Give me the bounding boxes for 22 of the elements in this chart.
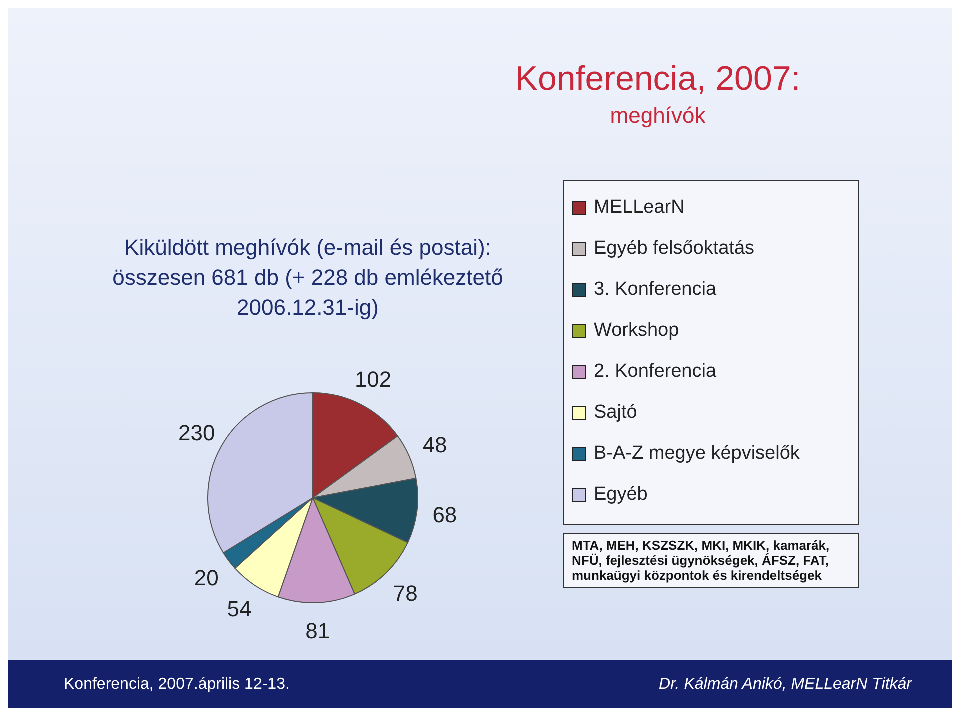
data-label: 48: [422, 432, 448, 458]
text: Dr. Kálmán Anikó, MELLearN Titkár: [659, 676, 912, 694]
legend-label: Egyéb felsőoktatás: [594, 238, 755, 260]
text: MTA, MEH, KSZSZK, MKI, MKIK, kamarák, NFÜ, fejlesztési ügynökségek, ÁFSZ, FAT, munkaügyi központok és kirendeltségek: [563, 533, 859, 588]
data-label: 54: [227, 596, 252, 622]
legend-label: Egyéb: [594, 484, 648, 506]
legend-label: 3. Konferencia: [594, 278, 717, 300]
data-label: 102: [354, 366, 392, 392]
chart-title: Konferencia, 2007:: [514, 60, 802, 99]
data-label: 81: [306, 618, 330, 644]
chart-subtitle: meghívók: [609, 103, 707, 129]
data-label: 230: [178, 420, 216, 446]
legend-label: Sajtó: [594, 402, 638, 424]
text: Kiküldött meghívók (e-mail és postai): összesen 681 db (+ 228 db emlékeztető 2006.12.31-ig): [112, 234, 504, 322]
data-label: 20: [194, 565, 219, 590]
legend-label: 2. Konferencia: [594, 360, 717, 382]
legend-label: B-A-Z megye képviselők: [594, 442, 800, 464]
data-label: 78: [393, 580, 418, 606]
legend-label: Workshop: [594, 320, 680, 342]
text: Konferencia, 2007.április 12-13.: [64, 676, 290, 694]
data-label: 68: [432, 502, 458, 528]
legend-label: MELLearN: [594, 196, 685, 218]
